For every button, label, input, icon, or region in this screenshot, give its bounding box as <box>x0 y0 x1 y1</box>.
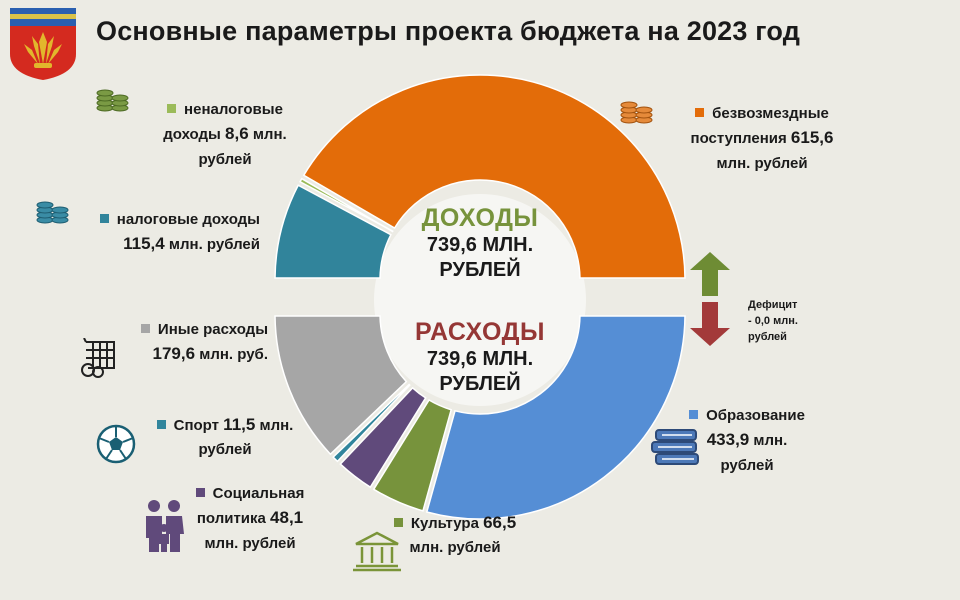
coins-icon <box>620 101 653 124</box>
label-tax-income: налоговые доходы 115,4 млн. рублей <box>70 208 260 258</box>
expense-slice-0 <box>425 315 686 520</box>
income-slice-1 <box>299 177 394 233</box>
label-sport: Спорт 11,5 млн. рублей <box>130 412 320 462</box>
soccer-ball-icon <box>96 424 136 464</box>
coins-icon <box>36 201 69 224</box>
books-icon <box>651 429 699 465</box>
emblem-icon <box>10 8 76 80</box>
expense-slice-1 <box>372 399 453 512</box>
expense-total-line1: 739,6 МЛН. <box>426 348 534 370</box>
expense-ring <box>274 315 686 520</box>
legend-swatch <box>393 518 403 527</box>
income-heading: ДОХОДЫ <box>421 204 539 232</box>
legend-swatch <box>689 410 699 419</box>
income-slice-0 <box>274 184 392 279</box>
legend-swatch <box>99 214 109 223</box>
label-social-policy: Социальная политика 48,1 млн. рублей <box>195 485 305 552</box>
shopping-icon <box>81 338 115 378</box>
page-title: Основные параметры проекта бюджета на 20… <box>96 16 801 46</box>
deficit-line1: Дефицит <box>748 299 798 311</box>
museum-icon <box>353 531 401 572</box>
legend-swatch <box>167 104 177 113</box>
label-other-expenses: Иные расходы 179,6 млн. руб. <box>100 318 268 368</box>
income-slice-2 <box>302 74 686 279</box>
arrow-down-icon <box>690 302 730 346</box>
expense-slice-3 <box>332 383 411 463</box>
legend-swatch <box>140 324 150 333</box>
label-grants: безвозмездные поступления 615,6 млн. руб… <box>690 105 834 172</box>
deficit-label: Дефицит - 0,0 млн. рублей <box>748 298 828 346</box>
expense-heading: РАСХОДЫ <box>415 318 545 346</box>
donut-center-background <box>374 194 586 406</box>
income-ring <box>274 74 686 279</box>
expense-total-line2: РУБЛЕЙ <box>439 373 521 395</box>
deficit-line2: - 0,0 млн. <box>748 314 798 327</box>
label-non-tax-income: неналоговые доходы 8,6 млн. рублей <box>163 101 287 168</box>
income-total-line2: РУБЛЕЙ <box>439 259 521 281</box>
legend-swatch <box>195 488 205 497</box>
income-center: ДОХОДЫ 739,6 МЛН. РУБЛЕЙ <box>390 204 570 283</box>
family-icon <box>146 500 184 552</box>
coins-icon <box>96 89 129 112</box>
income-total-line1: 739,6 МЛН. <box>426 234 534 256</box>
label-culture: Культура 66,5 млн. рублей <box>370 510 540 560</box>
expense-slice-2 <box>339 386 427 489</box>
expense-center: РАСХОДЫ 739,6 МЛН. РУБЛЕЙ <box>390 318 570 397</box>
legend-swatch <box>156 420 166 429</box>
arrow-up-icon <box>690 252 730 296</box>
legend-swatch <box>695 108 705 117</box>
deficit-line3: рублей <box>748 330 787 343</box>
label-education: Образование 433,9 млн. рублей <box>672 404 822 477</box>
expense-slice-4 <box>274 315 408 456</box>
